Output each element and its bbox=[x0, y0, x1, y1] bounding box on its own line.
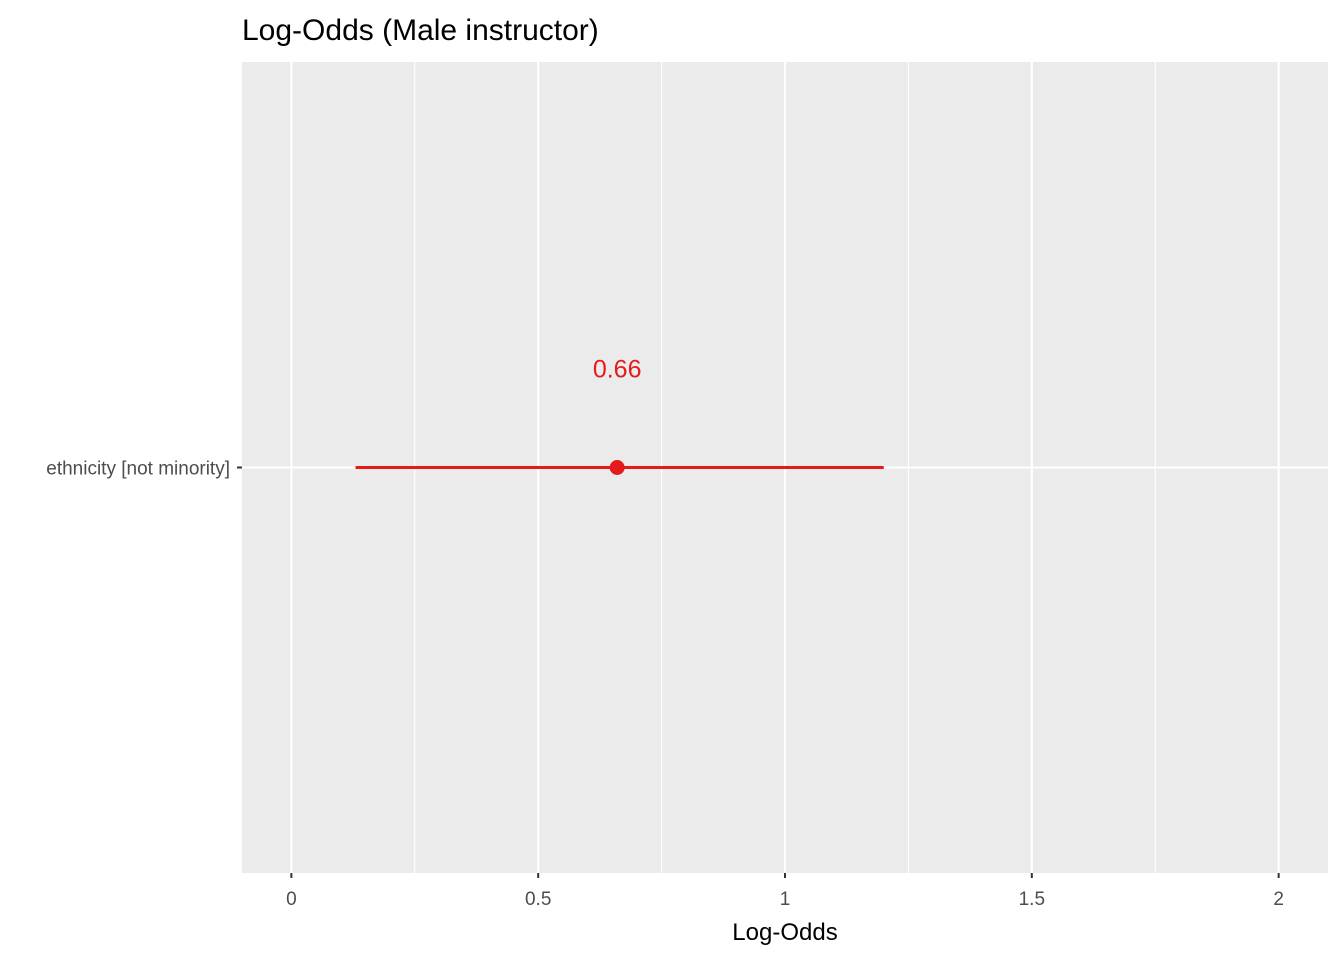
chart-title: Log-Odds (Male instructor) bbox=[242, 14, 599, 47]
x-axis-title: Log-Odds bbox=[732, 919, 837, 946]
x-tick-label: 0.5 bbox=[525, 889, 551, 910]
x-tick-label: 1 bbox=[780, 889, 791, 910]
y-tick-label: ethnicity [not minority] bbox=[46, 459, 230, 480]
x-tick-label: 0 bbox=[286, 889, 297, 910]
data-marks: 0.66 bbox=[355, 356, 884, 475]
estimate-point bbox=[609, 460, 625, 475]
x-tick-label: 2 bbox=[1273, 889, 1284, 910]
x-tick-label: 1.5 bbox=[1019, 889, 1045, 910]
x-axis: 0 0.5 1 1.5 2 bbox=[286, 873, 1284, 910]
y-axis: ethnicity [not minority] bbox=[46, 459, 242, 480]
estimate-value-label: 0.66 bbox=[593, 356, 642, 384]
